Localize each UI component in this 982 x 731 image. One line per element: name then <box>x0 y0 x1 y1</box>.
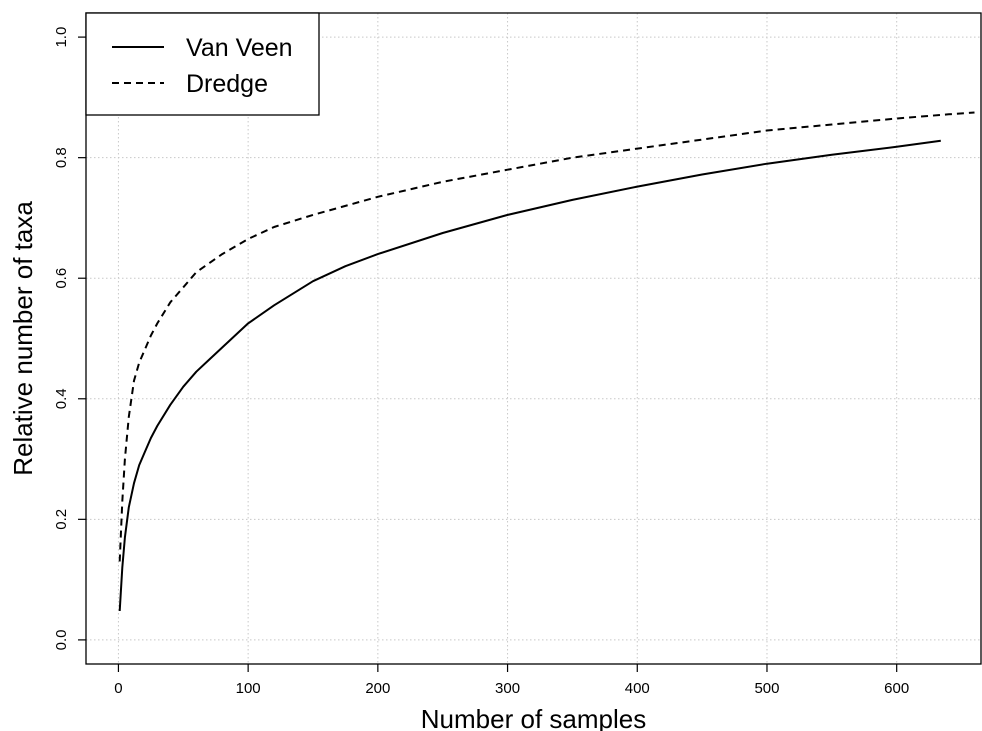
x-tick-label: 300 <box>495 680 520 697</box>
y-tick-label: 0.4 <box>53 388 70 409</box>
series-line-1 <box>118 139 941 612</box>
legend-box <box>85 12 320 116</box>
x-axis-title: Number of samples <box>421 704 646 731</box>
y-tick-label: 0.0 <box>53 629 70 650</box>
y-axis-title: Relative number of taxa <box>8 201 38 476</box>
legend-label-1: Van Veen <box>186 34 293 62</box>
legend: Van Veen Dredge <box>85 12 320 116</box>
x-tick-label: 400 <box>625 680 650 697</box>
x-tick-label: 0 <box>114 680 122 697</box>
legend-label-2: Dredge <box>186 70 268 98</box>
x-tick-label: 200 <box>365 680 390 697</box>
x-tick-label: 500 <box>754 680 779 697</box>
y-tick-label: 0.6 <box>53 268 70 289</box>
y-tick-label: 0.8 <box>53 147 70 168</box>
series-layer <box>118 111 975 612</box>
x-tick-label: 100 <box>236 680 261 697</box>
plot-frame <box>85 12 982 665</box>
series-line-2 <box>118 111 975 562</box>
y-tick-label: 1.0 <box>53 27 70 48</box>
y-tick-label: 0.2 <box>53 509 70 530</box>
x-tick-label: 600 <box>884 680 909 697</box>
axes: 0 100 200 300 400 500 600 0.0 0.2 0.4 0.6 0.8 1.0 <box>53 12 982 697</box>
